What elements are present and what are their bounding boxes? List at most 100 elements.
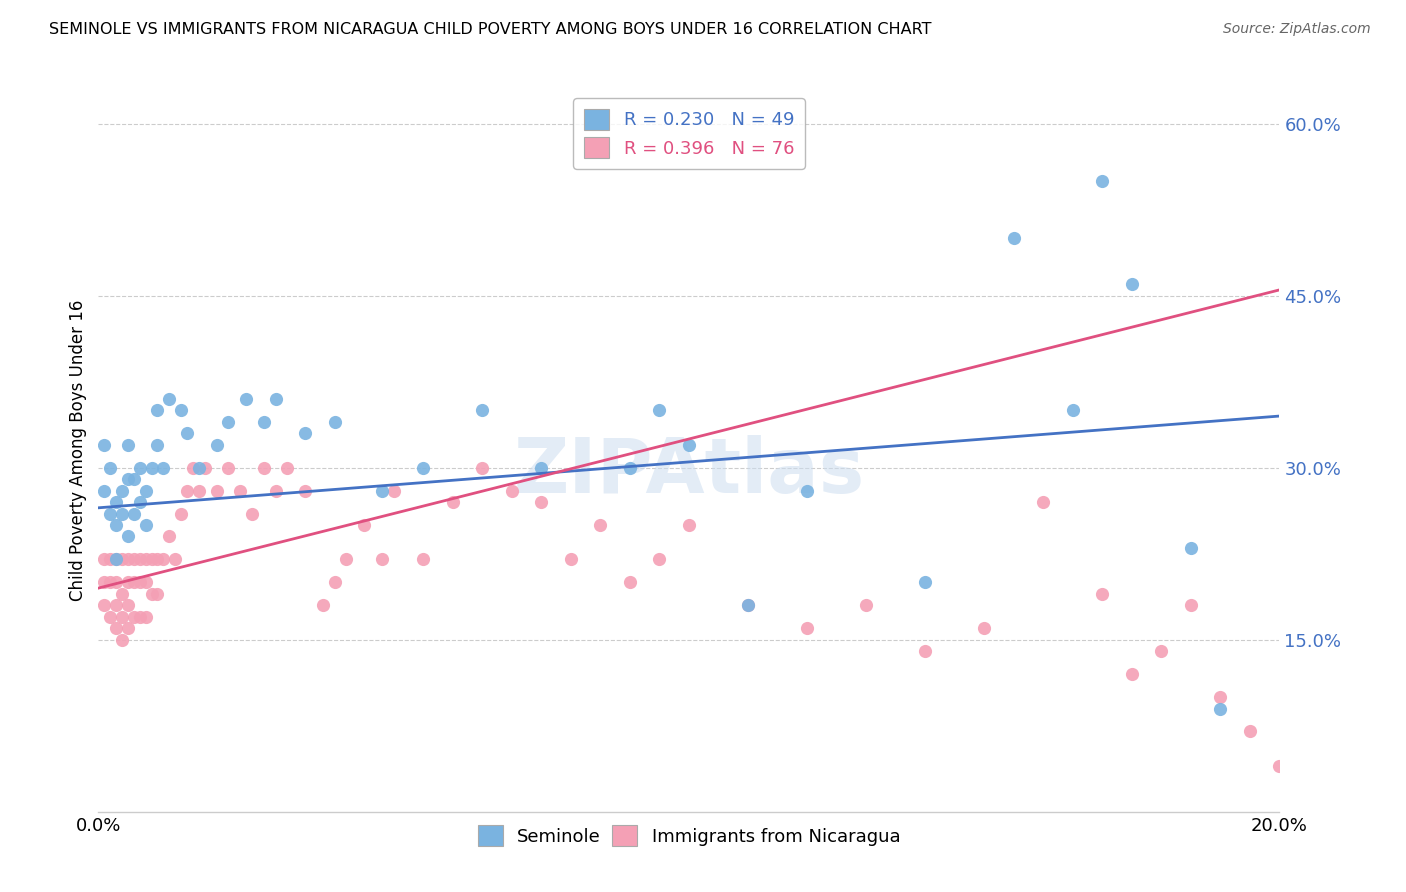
Point: [187, 460, 209, 475]
Point: [117, 599, 139, 613]
Text: SEMINOLE VS IMMIGRANTS FROM NICARAGUA CHILD POVERTY AMONG BOYS UNDER 16 CORRELAT: SEMINOLE VS IMMIGRANTS FROM NICARAGUA CH…: [49, 22, 932, 37]
Point: [117, 575, 139, 590]
Point: [530, 460, 553, 475]
Point: [1180, 541, 1202, 555]
Point: [235, 392, 257, 406]
Point: [98, 609, 121, 624]
Point: [157, 529, 180, 543]
Point: [796, 483, 818, 498]
Point: [1062, 403, 1084, 417]
Point: [105, 575, 128, 590]
Point: [128, 575, 150, 590]
Point: [152, 460, 174, 475]
Point: [122, 575, 145, 590]
Point: [146, 438, 169, 452]
Point: [973, 621, 995, 635]
Point: [93, 575, 115, 590]
Point: [335, 552, 357, 566]
Point: [253, 460, 276, 475]
Point: [128, 552, 150, 566]
Point: [141, 460, 163, 475]
Point: [253, 415, 276, 429]
Point: [796, 621, 818, 635]
Point: [93, 438, 115, 452]
Point: [323, 415, 346, 429]
Point: [135, 575, 157, 590]
Point: [128, 609, 150, 624]
Point: [619, 460, 641, 475]
Point: [217, 460, 239, 475]
Point: [111, 507, 134, 521]
Point: [105, 621, 128, 635]
Point: [93, 599, 115, 613]
Point: [217, 415, 239, 429]
Point: [530, 495, 553, 509]
Point: [1150, 644, 1173, 658]
Point: [176, 483, 198, 498]
Point: [1180, 599, 1202, 613]
Point: [471, 460, 494, 475]
Point: [98, 507, 121, 521]
Point: [117, 529, 139, 543]
Point: [619, 575, 641, 590]
Point: [1121, 667, 1143, 681]
Point: [648, 552, 671, 566]
Point: [93, 483, 115, 498]
Point: [194, 460, 217, 475]
Point: [111, 552, 134, 566]
Point: [737, 599, 759, 613]
Point: [117, 621, 139, 635]
Point: [170, 403, 193, 417]
Point: [105, 518, 128, 533]
Point: [412, 460, 434, 475]
Point: [135, 483, 157, 498]
Point: [187, 483, 209, 498]
Point: [648, 403, 671, 417]
Point: [1091, 587, 1114, 601]
Point: [294, 426, 316, 441]
Point: [264, 392, 287, 406]
Point: [914, 575, 936, 590]
Point: [98, 460, 121, 475]
Point: [1121, 277, 1143, 292]
Point: [117, 472, 139, 486]
Point: [170, 507, 193, 521]
Point: [737, 599, 759, 613]
Point: [589, 518, 612, 533]
Point: [855, 599, 877, 613]
Point: [240, 507, 263, 521]
Point: [1002, 231, 1025, 245]
Point: [105, 599, 128, 613]
Point: [111, 632, 134, 647]
Point: [264, 483, 287, 498]
Point: [1091, 174, 1114, 188]
Point: [181, 460, 204, 475]
Point: [152, 552, 174, 566]
Point: [1209, 690, 1232, 704]
Point: [98, 575, 121, 590]
Point: [141, 587, 163, 601]
Point: [1239, 724, 1261, 739]
Point: [146, 587, 169, 601]
Point: [323, 575, 346, 590]
Point: [501, 483, 523, 498]
Point: [205, 438, 228, 452]
Text: ZIPAtlas: ZIPAtlas: [513, 435, 865, 509]
Point: [382, 483, 405, 498]
Text: Source: ZipAtlas.com: Source: ZipAtlas.com: [1223, 22, 1371, 37]
Point: [353, 518, 375, 533]
Point: [128, 460, 150, 475]
Point: [294, 483, 316, 498]
Point: [111, 587, 134, 601]
Point: [105, 552, 128, 566]
Point: [560, 552, 582, 566]
Point: [111, 483, 134, 498]
Point: [146, 403, 169, 417]
Point: [678, 438, 700, 452]
Point: [105, 552, 128, 566]
Point: [1032, 495, 1054, 509]
Point: [229, 483, 252, 498]
Point: [276, 460, 298, 475]
Point: [122, 472, 145, 486]
Y-axis label: Child Poverty Among Boys Under 16: Child Poverty Among Boys Under 16: [69, 300, 87, 601]
